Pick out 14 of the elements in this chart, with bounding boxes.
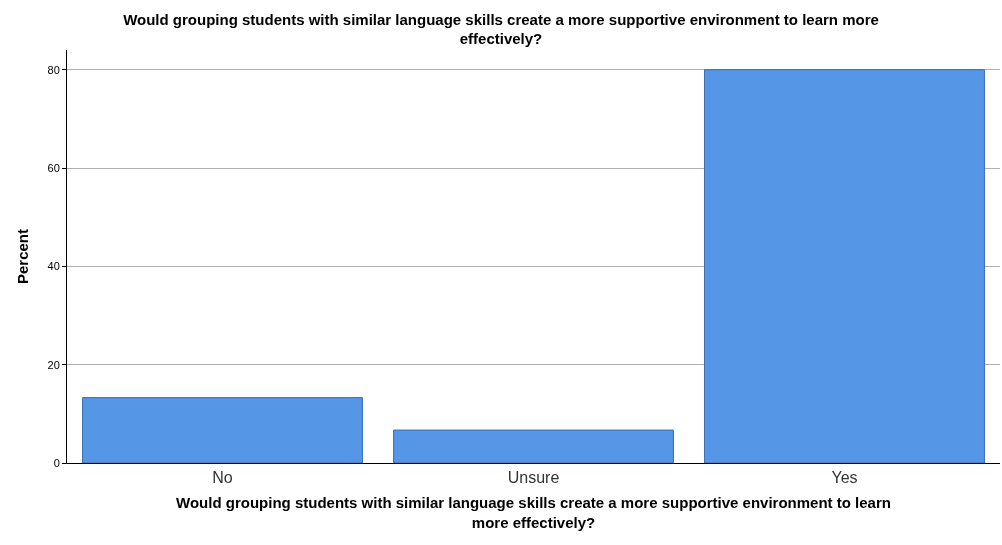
y-tick-label: 20 (47, 358, 60, 371)
x-axis-title: Would grouping students with similar language skills create a more supportive environment to learn more effectively? (176, 494, 891, 531)
bar (393, 429, 674, 463)
x-tick-label: Yes (831, 469, 858, 487)
bar (82, 397, 363, 463)
chart-title: Would grouping students with similar language skills create a more supportive environment to learn more effectively? (123, 10, 879, 48)
x-tick-label: No (212, 469, 233, 487)
y-tick-label: 60 (47, 161, 60, 174)
y-tick-label: 80 (47, 63, 60, 76)
y-tick-label: 0 (53, 456, 60, 469)
y-tick-label: 40 (47, 260, 60, 273)
bar (704, 69, 985, 463)
x-tick-label: Unsure (507, 469, 560, 487)
y-axis-title: Percent (13, 228, 31, 285)
